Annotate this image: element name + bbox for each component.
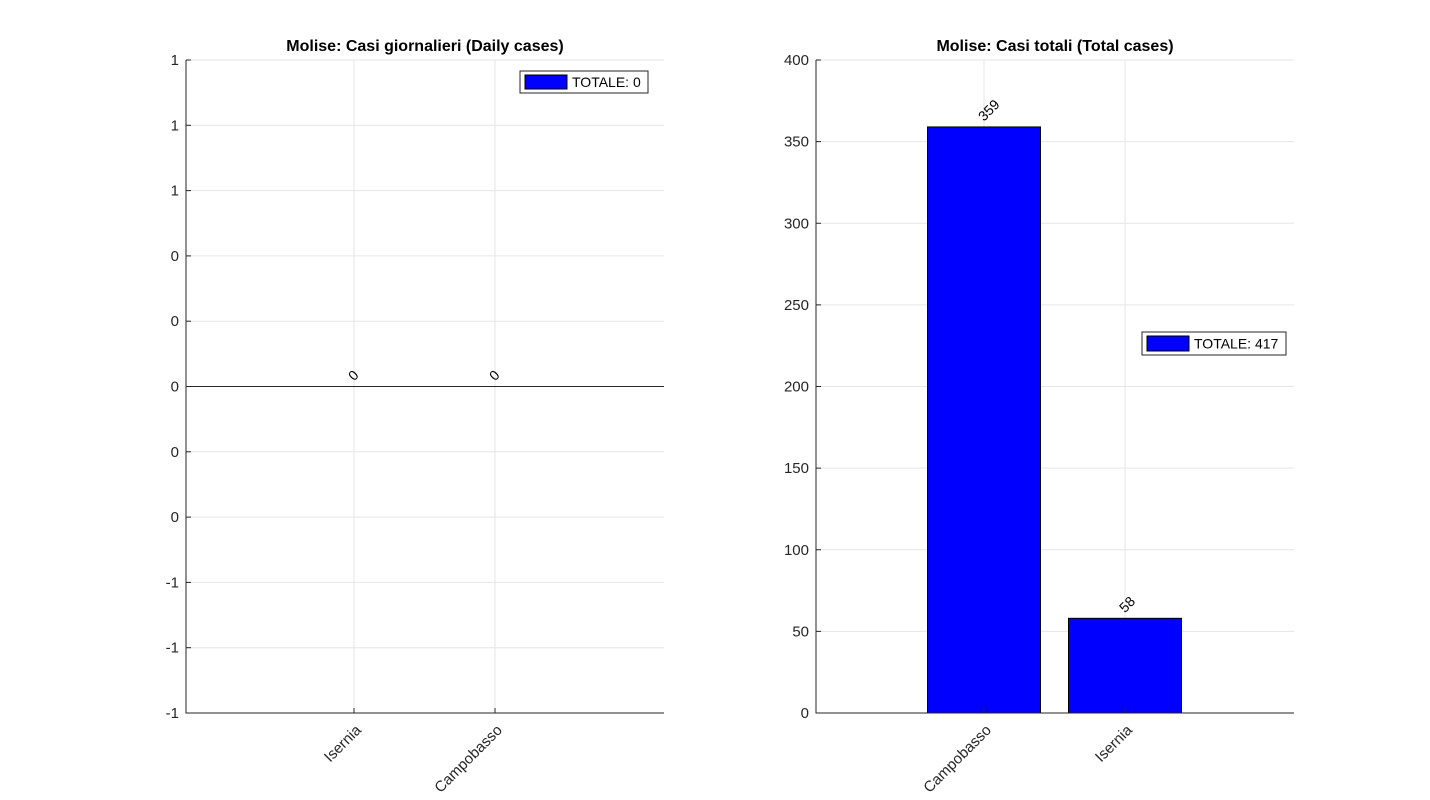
y-tick-label: 0 [171, 444, 179, 461]
data-label: 0 [345, 367, 362, 384]
y-tick-label: 100 [784, 542, 809, 559]
total-cases-chart: Molise: Casi totali (Total cases) 0 50 100… [784, 38, 1294, 796]
y-tick-label: 200 [784, 379, 809, 396]
y-tick-label: 0 [801, 705, 809, 722]
y-tick-label: 0 [171, 313, 179, 330]
y-tick-label: -1 [166, 705, 179, 722]
daily-cases-chart: Molise: Casi giornalieri (Daily cases) -… [166, 38, 664, 796]
y-tick-label: 350 [784, 134, 809, 151]
data-label: 0 [486, 367, 503, 384]
y-tick-label: -1 [166, 574, 179, 591]
legend-swatch [524, 74, 568, 90]
y-tick-label: 50 [792, 623, 809, 640]
data-label: 359 [975, 96, 1003, 124]
x-tick-label: Isernia [1092, 721, 1136, 765]
axes [815, 60, 1294, 714]
legend-label: TOTALE: 417 [1194, 336, 1279, 352]
chart-title: Molise: Casi giornalieri (Daily cases) [286, 38, 563, 55]
bar [1068, 617, 1182, 714]
y-tick-label: 400 [784, 52, 809, 69]
y-tick-label: -1 [166, 640, 179, 657]
y-tick-label: 300 [784, 215, 809, 232]
y-tick-label: 1 [171, 52, 179, 69]
x-tick-label: Campobasso [920, 722, 995, 797]
legend-label: TOTALE: 0 [572, 74, 641, 90]
y-tick-label: 1 [171, 117, 179, 134]
legend: TOTALE: 0 [519, 70, 649, 94]
y-tick-label: 0 [171, 379, 179, 396]
x-tick-label: Isernia [321, 721, 365, 765]
y-tick-label: 1 [171, 183, 179, 200]
y-tick-label: 150 [784, 460, 809, 477]
axes [185, 60, 664, 714]
y-tick-label: 0 [171, 248, 179, 265]
chart-title: Molise: Casi totali (Total cases) [936, 38, 1173, 55]
y-tick-label: 250 [784, 297, 809, 314]
data-label: 58 [1116, 593, 1138, 615]
legend-swatch [1146, 335, 1190, 352]
x-tick-label: Campobasso [431, 722, 506, 797]
legend: TOTALE: 417 [1141, 331, 1287, 356]
y-tick-label: 0 [171, 509, 179, 526]
bar [927, 126, 1041, 714]
